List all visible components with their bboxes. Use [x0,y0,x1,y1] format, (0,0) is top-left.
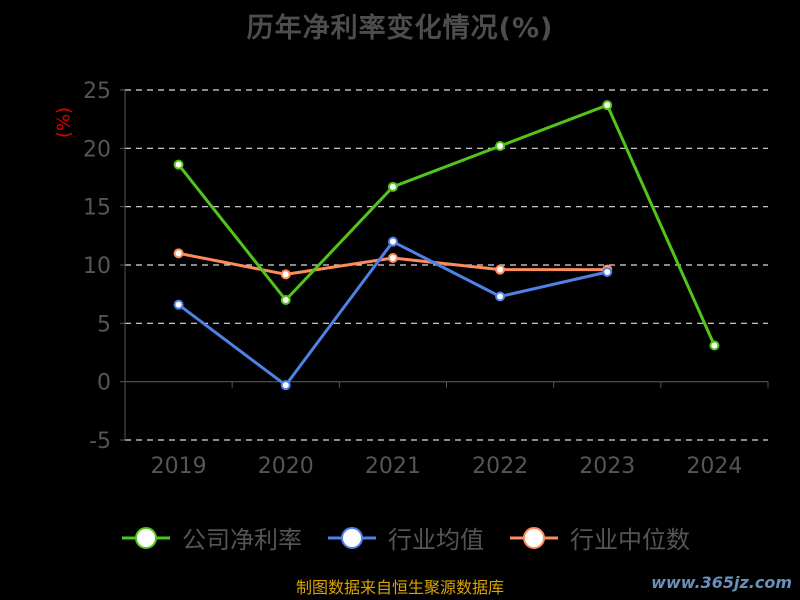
x-tick-label: 2020 [258,454,314,479]
x-tick-label: 2024 [686,454,742,479]
y-tick-label: 0 [97,371,111,396]
x-tick-label: 2019 [151,454,207,479]
x-tick-label: 2023 [579,454,635,479]
data-source-footer: 制图数据来自恒生聚源数据库 [295,578,504,597]
watermark: www.365jz.com [651,573,792,592]
data-point [280,269,291,280]
data-point [173,299,184,310]
legend-marker-icon [328,526,376,549]
data-point [709,340,720,351]
x-tick-label: 2021 [365,454,421,479]
legend-item[interactable]: 公司净利率 [120,520,302,555]
data-point [387,181,398,192]
x-tick-label: 2022 [472,454,528,479]
data-point [280,295,291,305]
chart-title: 历年净利率变化情况(%) [246,13,554,44]
data-point [387,236,398,247]
legend-marker-icon [510,526,558,549]
data-point [173,248,184,259]
legend: 公司净利率 行业均值 行业中位数 [120,520,690,555]
data-point [495,291,506,302]
series-line [177,103,716,347]
legend-label: 公司净利率 [182,526,302,554]
y-tick-label: 5 [97,312,111,337]
data-point [495,264,506,275]
y-tick-label: 25 [83,79,111,104]
y-tick-label: 15 [83,196,111,221]
legend-label: 行业中位数 [570,526,690,554]
data-point [173,159,184,170]
data-point [495,141,506,151]
data-point [602,267,613,277]
data-point [387,253,398,263]
legend-marker-icon [122,526,170,549]
legend-label: 行业均值 [388,526,484,554]
legend-item[interactable]: 行业均值 [326,520,484,555]
y-tick-label: 10 [83,254,111,279]
y-tick-label: 20 [83,137,111,162]
data-point [280,380,291,391]
legend-item[interactable]: 行业中位数 [508,520,690,555]
y-tick-label: -5 [89,429,111,454]
data-point [602,100,613,111]
series-line [177,240,608,387]
